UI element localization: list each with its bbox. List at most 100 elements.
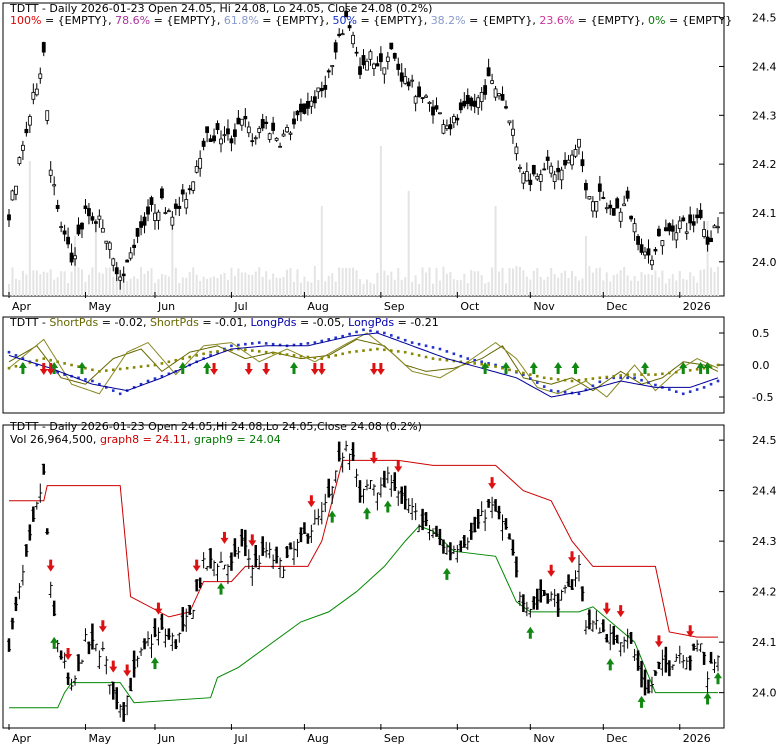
oscillator-point	[348, 350, 351, 354]
volume-bar	[626, 275, 629, 296]
oscillator-point	[494, 363, 497, 367]
volume-bar	[167, 276, 170, 296]
candle-body	[674, 232, 679, 241]
candle-body	[222, 134, 227, 137]
up-arrow	[217, 582, 226, 595]
volume-bar	[11, 267, 14, 296]
down-arrow	[317, 363, 326, 375]
volume-bar	[630, 280, 633, 296]
oscillator-point	[223, 347, 226, 351]
oscillator-point	[56, 370, 59, 374]
oscillator-point	[577, 392, 581, 396]
candle-body	[83, 205, 88, 209]
volume-bar	[101, 273, 104, 296]
oscillator-point	[355, 330, 358, 334]
volume-bar	[574, 276, 577, 296]
candle-body	[445, 125, 449, 130]
down-arrow	[46, 363, 55, 375]
oscillator-point	[42, 357, 46, 360]
candle-body	[52, 184, 57, 187]
oscillator-point	[313, 356, 317, 360]
candle-body	[493, 88, 498, 98]
oscillator-title-part: = -0.01,	[199, 316, 251, 329]
candle-body	[326, 70, 331, 73]
oscillator-point	[716, 363, 720, 367]
up-arrow	[178, 362, 187, 374]
oscillator-title-part: ShortPds	[49, 316, 98, 329]
volume-bar	[536, 268, 539, 296]
oscillator-point	[508, 368, 511, 372]
candle-body	[524, 171, 529, 182]
volume-bar	[650, 274, 653, 296]
down-arrow	[376, 363, 385, 375]
candle-body	[382, 67, 387, 75]
oscillator-point	[612, 374, 616, 378]
down-arrow	[394, 460, 403, 473]
candle-body	[156, 211, 161, 221]
oscillator-point	[598, 376, 602, 380]
price-panel: 24.0 24.1 24.2 24.3 24.4 24.5 TDTT - Daily 20…	[2, 2, 777, 297]
volume-bar	[699, 270, 702, 296]
x-axis-1: Apr May Jun Jul Aug Sep Oct Nov Dec 2026	[8, 292, 711, 313]
volume-bar	[150, 268, 153, 296]
x-tick-label: Sep	[384, 300, 405, 313]
volume-bar	[268, 279, 271, 296]
volume-bar	[160, 273, 163, 296]
candle-body	[177, 205, 182, 209]
volume-bar	[407, 191, 410, 296]
oscillator-point	[445, 350, 449, 353]
volume-bar	[484, 283, 487, 296]
volume-bar	[425, 272, 428, 296]
volume-bar	[619, 270, 622, 296]
oscillator-point	[348, 332, 351, 336]
up-arrow	[442, 567, 451, 580]
oscillator-point	[452, 352, 456, 356]
down-arrow	[39, 363, 48, 375]
volume-bar	[504, 283, 507, 296]
candle-body	[160, 188, 164, 199]
down-arrow	[192, 559, 201, 572]
volume-bar	[557, 277, 560, 296]
oscillator-point	[84, 366, 87, 370]
oscillator-point	[626, 376, 629, 380]
candle-body	[441, 124, 446, 134]
volume-bar	[525, 276, 528, 296]
fib-label: 0%	[648, 14, 665, 27]
oscillator-point	[35, 359, 39, 362]
volume-bar	[567, 277, 570, 296]
volume-bar	[286, 269, 289, 296]
candle-body	[236, 117, 241, 125]
up-arrow	[637, 695, 646, 708]
oscillator-point	[341, 352, 344, 356]
y-tick-label: 24.2	[752, 586, 777, 599]
oscillator-point	[668, 371, 671, 375]
oscillator-point	[716, 379, 720, 383]
oscillator-point	[327, 338, 331, 341]
oscillator-point	[202, 357, 205, 360]
volume-bar	[588, 266, 591, 296]
oscillator-point	[70, 363, 73, 367]
oscillator-point	[334, 354, 337, 357]
candle-body	[142, 216, 147, 226]
candle-body	[438, 112, 442, 115]
candle-body	[691, 221, 696, 226]
volume-bars	[8, 146, 719, 296]
x-tick-label: Sep	[384, 732, 405, 745]
volume-bar	[91, 267, 94, 296]
oscillator-point	[376, 347, 379, 351]
volume-bar	[126, 281, 129, 296]
oscillator-point	[132, 386, 136, 389]
candle-body	[295, 110, 300, 116]
volume-bar	[230, 267, 233, 296]
volume-bar	[282, 276, 285, 296]
candle-body	[458, 102, 463, 111]
volume-bar	[60, 271, 63, 296]
oscillator-point	[125, 366, 129, 370]
candle-body	[368, 51, 373, 60]
oscillator-point	[7, 366, 11, 370]
volume-bar	[713, 271, 716, 296]
oscillator-point	[362, 328, 365, 332]
oscillator-point	[21, 357, 25, 360]
candle-body	[194, 166, 199, 173]
